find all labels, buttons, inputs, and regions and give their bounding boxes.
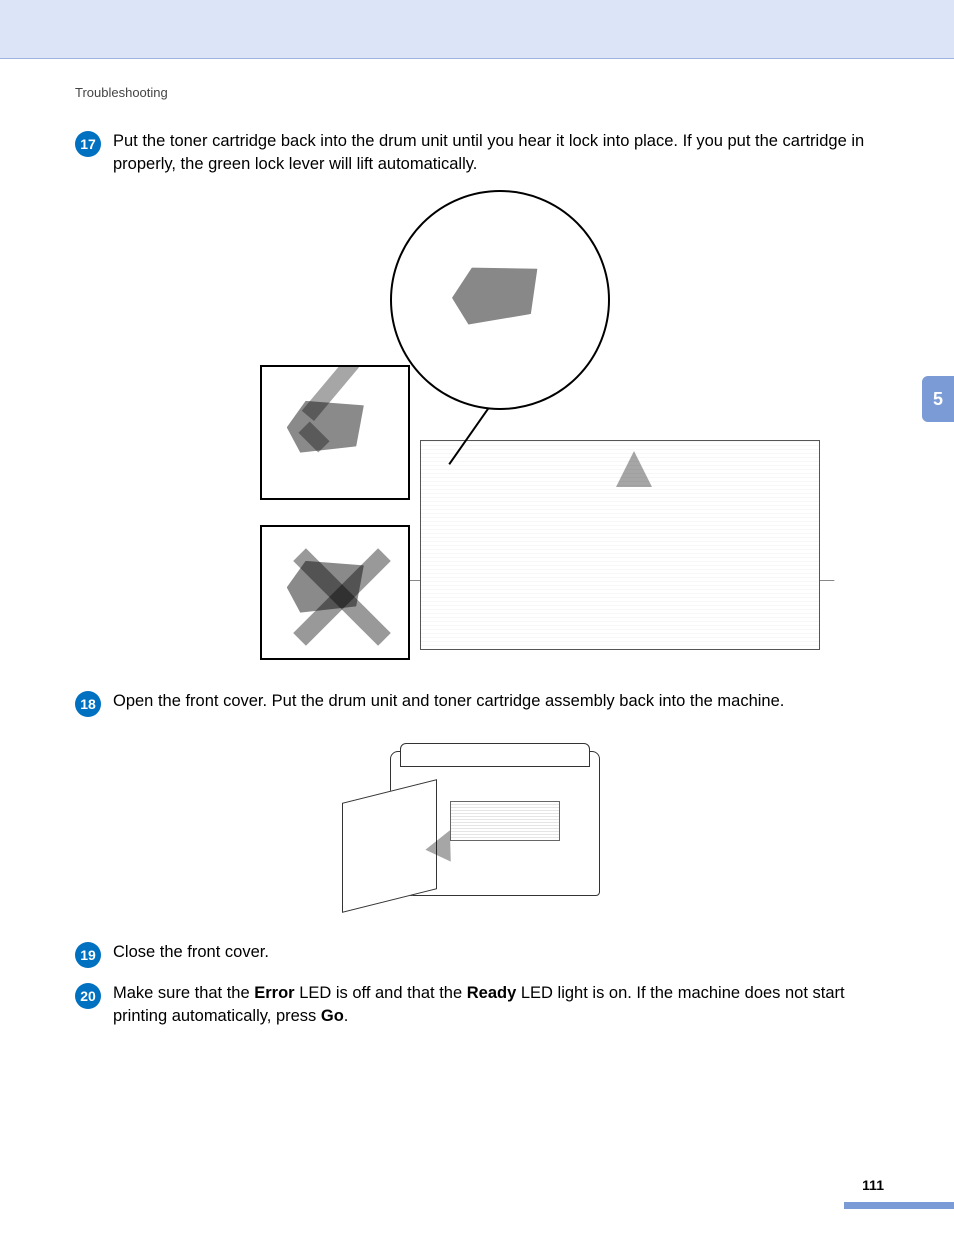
step-20-text: Make sure that the Error LED is off and … (113, 982, 885, 1028)
step-20: 20 Make sure that the Error LED is off a… (75, 982, 885, 1028)
step-19-text: Close the front cover. (113, 941, 269, 964)
s20-bold-go: Go (321, 1007, 344, 1025)
figure-17-detail-circle (390, 190, 610, 410)
figure-17-composite (190, 190, 830, 670)
figure-18 (75, 731, 885, 921)
figure-17-correct-thumbnail (260, 365, 410, 500)
step-17-text: Put the toner cartridge back into the dr… (113, 130, 885, 176)
footer-accent-bar (844, 1202, 954, 1209)
printer-top-tray (400, 743, 590, 767)
s20-bold-ready: Ready (467, 984, 517, 1002)
figure-18-printer (330, 731, 630, 921)
page-number: 111 (862, 1177, 884, 1193)
step-bullet-18: 18 (75, 691, 101, 717)
printer-drum-slot (450, 801, 560, 841)
x-mark-icon (282, 542, 392, 652)
step-bullet-17: 17 (75, 131, 101, 157)
s20-part4: . (344, 1007, 349, 1025)
step-17: 17 Put the toner cartridge back into the… (75, 130, 885, 176)
step-18-text: Open the front cover. Put the drum unit … (113, 690, 784, 713)
step-bullet-20: 20 (75, 983, 101, 1009)
s20-part2: LED is off and that the (295, 984, 467, 1002)
s20-bold-error: Error (254, 984, 294, 1002)
page-content: 17 Put the toner cartridge back into the… (75, 130, 885, 1042)
s20-part1: Make sure that the (113, 984, 254, 1002)
step-19: 19 Close the front cover. (75, 941, 885, 968)
figure-17-incorrect-thumbnail (260, 525, 410, 660)
figure-17 (75, 190, 885, 670)
header-banner (0, 0, 954, 59)
chapter-tab: 5 (922, 376, 954, 422)
check-mark-icon (292, 387, 382, 477)
step-bullet-19: 19 (75, 942, 101, 968)
step-18: 18 Open the front cover. Put the drum un… (75, 690, 885, 717)
section-title: Troubleshooting (75, 85, 168, 100)
